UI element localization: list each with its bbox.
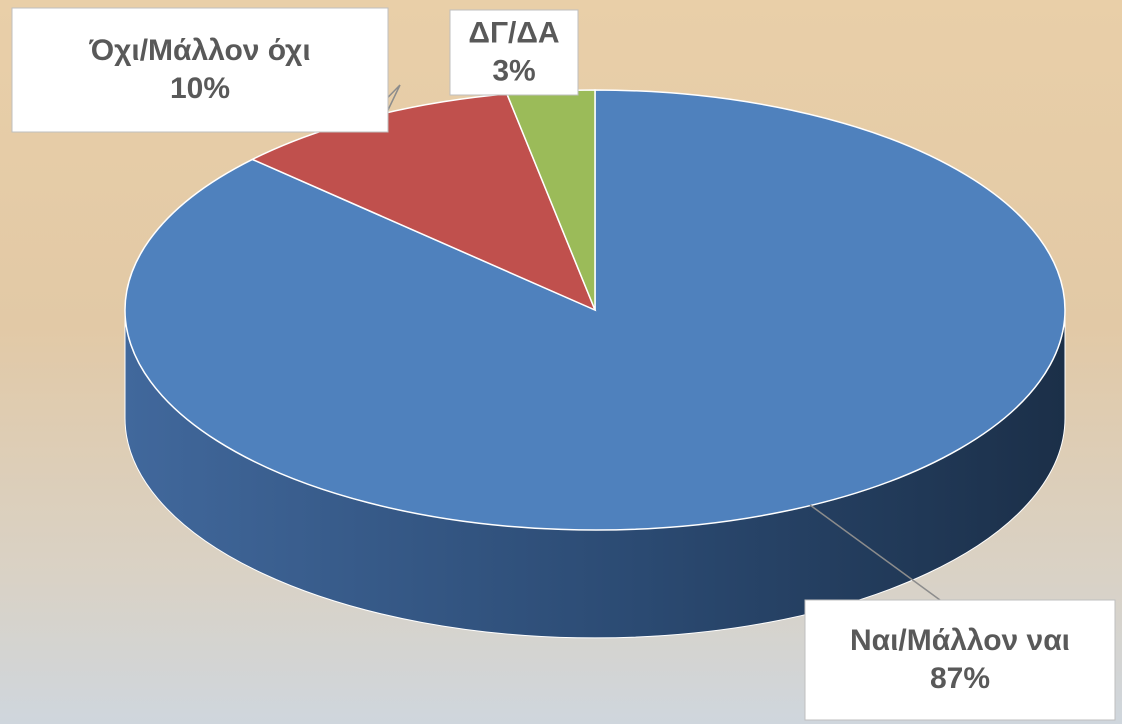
pie — [124, 89, 1066, 639]
value-label: 87% — [930, 662, 990, 695]
label-box — [804, 599, 1116, 721]
value-label: 3% — [492, 54, 535, 87]
category-label: ΔΓ/ΔΑ — [468, 16, 559, 49]
leader-line — [809, 504, 941, 601]
label-box — [449, 9, 579, 96]
category-label: Ναι/Μάλλον ναι — [850, 624, 1070, 657]
label-box — [11, 7, 389, 133]
value-label: 10% — [170, 72, 230, 105]
category-label: Όχι/Μάλλον όχι — [88, 34, 310, 67]
labels: Ναι/Μάλλον ναι 87% Όχι/Μάλλον όχι 10% ΔΓ/ΔΑ 3… — [11, 7, 1116, 721]
